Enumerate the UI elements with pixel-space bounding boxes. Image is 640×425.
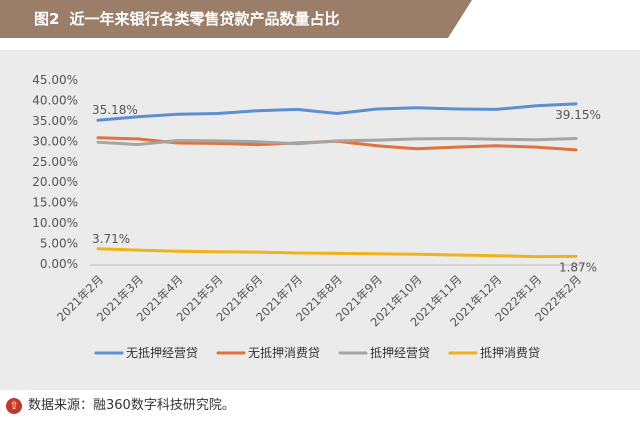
y-tick-label: 0.00%: [40, 257, 78, 271]
source-text: 数据来源：融360数字科技研究院。: [28, 398, 235, 413]
legend-label-1: 无抵押经营贷: [126, 346, 198, 360]
y-tick-label: 30.00%: [32, 134, 78, 148]
title-bar: 图2 近一年来银行各类零售贷款产品数量占比: [0, 0, 472, 38]
y-tick-label: 15.00%: [32, 196, 78, 210]
data-label: 39.15%: [555, 108, 601, 122]
series-line-3: [96, 137, 578, 147]
y-tick-label: 5.00%: [40, 237, 78, 251]
upload-arrow-icon: ⇧: [6, 397, 22, 414]
series-line-1: [96, 102, 578, 122]
y-tick-label: 25.00%: [32, 155, 78, 169]
figure-title: 图2 近一年来银行各类零售贷款产品数量占比: [34, 0, 339, 38]
y-tick-label: 20.00%: [32, 175, 78, 189]
y-tick-label: 35.00%: [32, 114, 78, 128]
y-tick-label: 40.00%: [32, 93, 78, 107]
legend-label-4: 抵押消费贷: [480, 346, 540, 360]
data-label: 35.18%: [92, 103, 138, 117]
figure-tag: 图2: [34, 10, 60, 28]
source-note: ⇧ 数据来源：融360数字科技研究院。: [6, 396, 235, 416]
legend-label-2: 无抵押消费贷: [248, 346, 320, 360]
y-tick-label: 10.00%: [32, 216, 78, 230]
data-label: 1.87%: [559, 260, 597, 274]
data-label: 3.71%: [92, 232, 130, 246]
legend-label-3: 抵押经营贷: [370, 346, 430, 360]
title-text: 近一年来银行各类零售贷款产品数量占比: [69, 10, 340, 28]
series-line-4: [96, 247, 578, 259]
y-tick-label: 45.00%: [32, 73, 78, 87]
